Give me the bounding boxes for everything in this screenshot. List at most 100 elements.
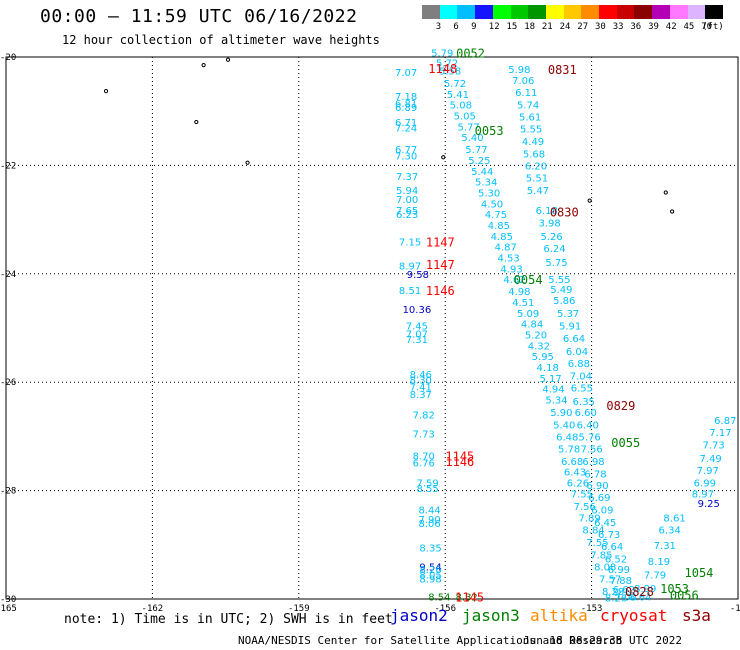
pass-time-label: 1148 <box>428 62 457 76</box>
wave-height-value: 8.46 <box>410 370 432 381</box>
wave-height-value: 7.00 <box>396 195 418 206</box>
colorbar-swatch <box>510 5 529 19</box>
pass-time-label: 0829 <box>606 399 635 413</box>
wave-height-value: 9.25 <box>698 499 720 510</box>
lon-tick-label: -159 <box>288 604 310 614</box>
wave-height-value: 5.75 <box>545 258 567 269</box>
pass-time-label: 0830 <box>550 205 579 219</box>
wave-height-value: 6.09 <box>591 506 613 517</box>
colorbar-label: 45 <box>683 22 695 32</box>
pass-time-label: 0831 <box>548 63 577 77</box>
wave-height-value: 5.34 <box>545 396 567 407</box>
pass-time-label: 0053 <box>475 124 504 138</box>
colorbar-swatch <box>687 5 706 19</box>
generated-timestamp: Jun 18 08:29:38 UTC 2022 <box>523 634 682 647</box>
wave-height-value: 5.17 <box>539 374 561 385</box>
footer-note: note: 1) Time is in UTC; 2) SWH is in fe… <box>64 612 393 627</box>
colorbar-swatch <box>475 5 494 19</box>
wave-height-value: 6.69 <box>588 493 610 504</box>
wave-height-value: 6.99 <box>608 565 630 576</box>
wave-height-value: 4.93 <box>500 264 522 275</box>
wave-height-value: 6.18 <box>536 206 558 217</box>
wave-height-value: 4.51 <box>512 298 534 309</box>
colorbar-label: 70 <box>701 22 713 32</box>
wave-height-value: 7.59 <box>416 478 438 489</box>
map-frame <box>5 56 739 600</box>
wave-height-value: 6.88 <box>568 359 590 370</box>
wave-height-value: 4.98 <box>508 287 530 298</box>
colorbar-label: 21 <box>541 22 553 32</box>
wave-height-value: 5.26 <box>540 232 562 243</box>
wave-height-value: 5.20 <box>525 331 547 342</box>
wave-height-value: 5.86 <box>553 296 575 307</box>
wave-height-value: 6.64 <box>563 334 585 345</box>
lat-tick-label: -20 <box>0 53 16 63</box>
wave-height-value: 7.56 <box>574 502 596 513</box>
wave-height-value: 6.55 <box>571 384 593 395</box>
wave-height-value: 6.48 <box>556 432 578 443</box>
wave-height-value: 8.08 <box>594 562 616 573</box>
wave-height-value: 5.61 <box>519 113 541 124</box>
wave-height-value: 6.71 <box>395 118 417 129</box>
legend-cryosat: cryosat <box>600 606 668 625</box>
colorbar-label: 30 <box>595 22 606 32</box>
pass-time-label: 1053 <box>660 582 689 596</box>
wave-height-value: 7.31 <box>406 335 428 346</box>
wave-height-value: 6.68 <box>561 457 583 468</box>
wave-height-value: 6.40 <box>577 420 599 431</box>
wave-height-value: 6.23 <box>396 210 418 221</box>
lon-tick-label: -153 <box>581 604 603 614</box>
colorbar-label: 12 <box>488 22 500 32</box>
legend-jason2: jason2 <box>390 606 448 625</box>
wave-height-value: 6.76 <box>413 458 435 469</box>
wave-height-value: 6.99 <box>694 478 716 489</box>
lat-tick-label: -26 <box>0 378 16 388</box>
legend-jason3: jason3 <box>462 606 520 625</box>
island-marker <box>587 198 592 203</box>
wave-height-value: 7.07 <box>406 329 428 340</box>
wave-height-value: 5.55 <box>520 125 542 136</box>
wave-height-value: 6.52 <box>605 554 627 565</box>
wave-height-value: 4.62 <box>503 275 525 286</box>
wave-height-value: 6.26 <box>567 478 589 489</box>
colorbar-label: 27 <box>577 22 589 32</box>
wave-height-value: 7.73 <box>413 430 435 441</box>
wave-height-value: 7.49 <box>700 454 722 465</box>
lat-tick-label: -24 <box>0 270 16 280</box>
wave-height-value: 8.97 <box>692 489 714 500</box>
colorbar-label: 3 <box>435 22 442 32</box>
wave-height-value: 5.05 <box>454 112 476 123</box>
wave-height-value: 6.98 <box>582 457 604 468</box>
wave-height-value: 7.88 <box>610 576 632 587</box>
wave-height-value: 6.24 <box>543 244 565 255</box>
wave-height-value: 8.30 <box>410 375 432 386</box>
island-marker <box>194 119 199 125</box>
wave-height-value: 7.41 <box>410 383 432 394</box>
wave-height-value: 6.45 <box>594 518 616 529</box>
wave-height-value: 7.97 <box>697 466 719 477</box>
colorbar-swatch <box>528 5 547 19</box>
wave-height-value: 8.32 <box>456 592 478 603</box>
wave-height-value: 8.35 <box>419 544 441 555</box>
colorbar-swatch <box>669 5 688 19</box>
lon-tick-label: -156 <box>434 604 456 614</box>
wave-height-value: 5.68 <box>523 149 545 160</box>
colorbar-label: 42 <box>665 22 677 32</box>
wave-height-value: 5.37 <box>557 309 579 320</box>
wave-height-value: 5.51 <box>526 173 548 184</box>
wave-height-value: 5.91 <box>559 321 581 332</box>
wave-height-value: 6.87 <box>714 416 736 427</box>
wave-height-value: 7.55 <box>586 538 608 549</box>
wave-height-value: 4.18 <box>537 363 559 374</box>
pass-time-label: 1054 <box>685 566 714 580</box>
wave-height-value: 5.78 <box>558 444 580 455</box>
wave-height-value: 4.53 <box>498 254 520 265</box>
wave-height-value: 7.00 <box>615 592 637 603</box>
island-marker <box>663 190 668 195</box>
wave-height-value: 8.44 <box>418 506 440 517</box>
island-marker <box>245 160 250 165</box>
wave-height-value: 7.82 <box>413 411 435 422</box>
wave-height-value: 6.77 <box>395 145 417 156</box>
pass-time-label: 0828 <box>625 585 654 599</box>
colorbar-label: 15 <box>506 22 518 32</box>
